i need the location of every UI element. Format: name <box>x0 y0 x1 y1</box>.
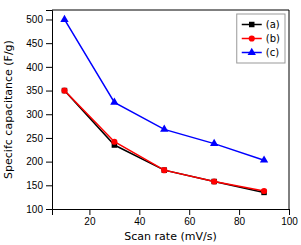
y-tick: 100 <box>26 204 52 215</box>
x-axis-line <box>53 210 290 216</box>
legend-box <box>237 14 285 63</box>
legend-swatch-marker <box>249 35 255 41</box>
x-tick-mark <box>289 209 290 215</box>
y-tick-mark <box>46 19 52 20</box>
x-tick-mark <box>139 209 140 215</box>
series-line <box>64 91 264 191</box>
y-tick: 400 <box>26 62 52 73</box>
plot: 20 40 60 80 100 100 150 200 250 300 350 400 450 500 (a… <box>26 10 298 227</box>
legend-item: (b) <box>242 33 280 44</box>
legend-label: (b) <box>266 33 280 44</box>
x-tick-label: 40 <box>134 216 146 227</box>
series-marker <box>211 179 216 184</box>
series-marker <box>111 139 117 145</box>
y-tick-label: 150 <box>26 180 43 191</box>
legend-label: (a) <box>266 19 280 30</box>
y-axis: 100 150 200 250 300 350 400 450 500 <box>26 11 52 215</box>
x-tick: 40 <box>134 209 146 227</box>
series-line <box>64 91 264 193</box>
x-tick: 20 <box>84 209 96 227</box>
x-tick: 100 <box>281 209 298 227</box>
series-marker <box>161 167 167 173</box>
x-tick: 80 <box>234 209 246 227</box>
y-tick-mark <box>46 185 52 186</box>
series-line <box>64 19 264 160</box>
x-tick-label: 80 <box>234 216 246 227</box>
y-tick-mark <box>46 138 52 139</box>
y-tick-mark <box>46 114 52 115</box>
legend: (a) (b) (c) <box>237 14 285 63</box>
legend-label: (c) <box>266 47 279 58</box>
y-tick-label: 300 <box>26 109 43 120</box>
x-axis: 20 40 60 80 100 <box>53 209 299 227</box>
series-marker <box>162 167 167 172</box>
x-tick-label: 60 <box>184 216 196 227</box>
y-tick-mark <box>46 43 52 44</box>
y-tick-label: 350 <box>26 85 43 96</box>
legend-swatch-marker <box>249 22 254 27</box>
series-marker <box>61 87 67 93</box>
y-tick: 150 <box>26 180 52 191</box>
x-tick-label: 20 <box>84 216 96 227</box>
series-marker <box>62 88 67 93</box>
x-tick-mark <box>239 209 240 215</box>
series-marker <box>210 139 218 146</box>
y-tick-label: 500 <box>26 14 43 25</box>
legend-item: (c) <box>242 47 279 58</box>
y-tick: 450 <box>26 38 52 49</box>
y-tick-mark <box>46 162 52 163</box>
y-tick: 250 <box>26 133 52 144</box>
x-axis-title: Scan rate (mV/s) <box>124 230 216 243</box>
y-tick-mark <box>46 67 52 68</box>
y-axis-line <box>46 11 53 210</box>
x-tick-mark <box>89 209 90 215</box>
x-tick-label: 100 <box>281 216 298 227</box>
series-marker <box>60 15 68 22</box>
y-tick-mark <box>46 91 52 92</box>
series-marker <box>261 188 267 194</box>
series-marker <box>110 98 118 105</box>
x-tick-mark <box>189 209 190 215</box>
y-tick: 500 <box>26 14 52 25</box>
y-tick: 200 <box>26 156 52 167</box>
legend-swatch-marker <box>248 48 256 55</box>
y-tick-label: 100 <box>26 204 43 215</box>
series-marker <box>260 155 268 162</box>
frame-top <box>52 10 289 11</box>
y-tick-label: 200 <box>26 156 43 167</box>
chart: 20 40 60 80 100 100 150 200 250 300 350 400 450 500 (a… <box>0 0 301 245</box>
x-tick: 60 <box>184 209 196 227</box>
y-tick-label: 400 <box>26 62 43 73</box>
legend-item: (a) <box>242 19 280 30</box>
y-tick: 300 <box>26 109 52 120</box>
series-marker <box>160 125 168 132</box>
frame-right <box>289 10 290 209</box>
series-marker <box>211 178 217 184</box>
y-tick-label: 450 <box>26 38 43 49</box>
y-tick-label: 250 <box>26 133 43 144</box>
y-tick-mark <box>46 209 52 210</box>
y-axis-title: Specifc capacitance (F/g) <box>2 40 15 179</box>
y-tick: 350 <box>26 85 52 96</box>
